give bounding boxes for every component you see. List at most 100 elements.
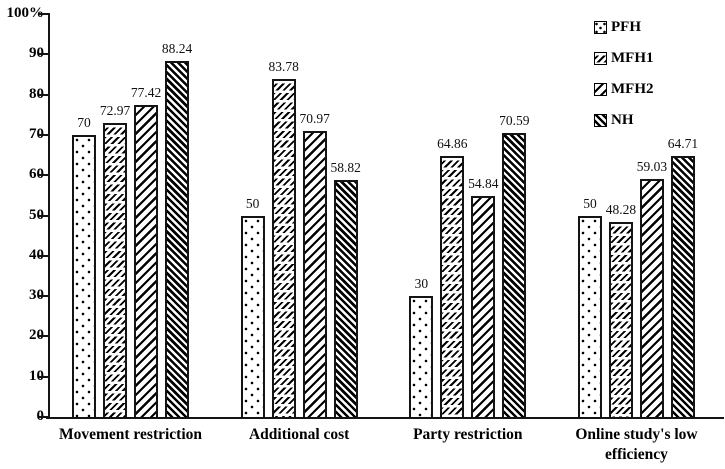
bar-nh-movement-restriction bbox=[165, 61, 189, 417]
bar-mfh1-movement-restriction bbox=[103, 122, 127, 417]
y-tick-mark bbox=[39, 416, 49, 418]
bar-value-label: 54.84 bbox=[468, 176, 499, 191]
y-tick-mark bbox=[39, 295, 49, 298]
bar-group-party-restriction: 30 64.86 54.84 70.59 bbox=[409, 14, 530, 417]
y-tick-label: 60 bbox=[29, 166, 44, 183]
legend-item-mfh2: MFH2 bbox=[594, 81, 654, 97]
legend-label: MFH2 bbox=[611, 81, 654, 97]
bar-value-label: 72.97 bbox=[99, 102, 131, 118]
category-label-party-restriction: Party restriction bbox=[383, 425, 553, 445]
x-axis-line bbox=[46, 417, 724, 419]
y-tick-mark bbox=[39, 174, 49, 177]
bar-nh-online-study-s-low-efficiency bbox=[670, 156, 695, 417]
x-label-cell: Additional cost bbox=[241, 425, 358, 465]
category-label-line: Online study's low bbox=[575, 426, 698, 443]
bar-cell: 64.86 bbox=[437, 14, 468, 417]
category-label-online-study-s-low-efficiency: Online study's low efficiency bbox=[556, 425, 716, 465]
x-label-cell: Party restriction bbox=[409, 425, 526, 465]
bar-cell: 58.82 bbox=[330, 14, 361, 417]
y-tick-mark bbox=[39, 93, 49, 96]
y-tick-mark bbox=[39, 133, 49, 136]
y-tick-label: 70 bbox=[29, 125, 44, 142]
bar-group-online-study-s-low-efficiency: 50 48.28 59.03 64.71 bbox=[577, 14, 699, 417]
y-tick-label: 40 bbox=[29, 246, 44, 263]
legend-label: NH bbox=[611, 112, 634, 128]
bar-value-label: 88.24 bbox=[161, 41, 193, 57]
bar-value-label: 50 bbox=[583, 195, 597, 211]
bar-value-label: 48.28 bbox=[605, 202, 637, 218]
y-tick-label: 30 bbox=[29, 287, 44, 304]
bar-pfh-additional-cost bbox=[240, 215, 265, 417]
y-tick-label: 0 bbox=[0, 408, 45, 425]
y-tick-mark bbox=[39, 214, 49, 217]
legend-swatch-dotted-icon bbox=[594, 21, 607, 34]
x-axis-labels: Movement restriction Additional cost Party… bbox=[50, 425, 722, 465]
bar-value-label: 50 bbox=[245, 195, 260, 211]
y-tick-mark bbox=[39, 375, 49, 378]
bar-mfh1-online-study-s-low-efficiency bbox=[608, 222, 633, 417]
y-axis-line bbox=[48, 13, 50, 419]
category-label-line: efficiency bbox=[605, 446, 668, 464]
legend-swatch-diagonal-hatch-icon bbox=[594, 83, 607, 96]
bar-value-label: 59.03 bbox=[636, 159, 668, 175]
y-tick-label: 10 bbox=[29, 367, 44, 384]
legend-label: MFH1 bbox=[611, 50, 654, 66]
plot-area: 70 72.97 77.42 88.24 50 83.78 70.97 58.82 30 64.8… bbox=[50, 14, 722, 417]
bar-mfh1-party-restriction bbox=[440, 155, 465, 417]
y-tick-label: 100% bbox=[6, 5, 45, 21]
bar-cell: 83.78 bbox=[268, 14, 299, 417]
y-tick-label: 80 bbox=[29, 85, 44, 102]
y-tick-mark bbox=[39, 13, 49, 15]
legend-item-pfh: PFH bbox=[594, 19, 654, 35]
legend-swatch-short-dash-rows-icon bbox=[594, 52, 607, 65]
bar-mfh2-online-study-s-low-efficiency bbox=[639, 179, 664, 417]
x-label-cell: Online study's low efficiency bbox=[575, 425, 697, 465]
legend: PFH MFH1 MFH2 NH bbox=[594, 19, 654, 144]
bar-cell: 72.97 bbox=[99, 14, 131, 417]
legend-label: PFH bbox=[611, 19, 641, 35]
y-tick-mark bbox=[39, 53, 49, 56]
bar-cell: 70 bbox=[72, 14, 96, 417]
bar-value-label: 30 bbox=[414, 276, 429, 292]
bar-nh-party-restriction bbox=[502, 132, 527, 417]
bar-value-label: 77.42 bbox=[130, 85, 162, 100]
y-tick-label: 50 bbox=[29, 206, 44, 223]
bar-cell: 77.42 bbox=[130, 14, 162, 417]
legend-item-nh: NH bbox=[594, 112, 654, 128]
category-label-line: Movement restriction bbox=[58, 426, 203, 443]
bar-value-label: 70 bbox=[77, 114, 91, 130]
y-tick-mark bbox=[39, 254, 49, 257]
bar-cell: 54.84 bbox=[468, 14, 499, 417]
bar-pfh-movement-restriction bbox=[72, 134, 96, 417]
legend-swatch-dense-diagonal-hatch-icon bbox=[594, 114, 607, 127]
bar-value-label: 58.82 bbox=[330, 159, 361, 175]
x-label-cell: Movement restriction bbox=[59, 425, 202, 465]
bar-cell: 50 bbox=[240, 14, 265, 417]
bar-pfh-online-study-s-low-efficiency bbox=[577, 215, 602, 417]
category-label-line: Party restriction bbox=[413, 426, 523, 443]
bar-nh-additional-cost bbox=[333, 180, 358, 417]
legend-item-mfh1: MFH1 bbox=[594, 50, 654, 66]
bar-mfh1-additional-cost bbox=[271, 79, 296, 417]
bar-mfh2-party-restriction bbox=[471, 196, 496, 417]
bar-pfh-party-restriction bbox=[409, 296, 434, 417]
bar-mfh2-additional-cost bbox=[302, 131, 327, 417]
bar-cell: 70.59 bbox=[499, 14, 530, 417]
bar-value-label: 64.86 bbox=[437, 135, 468, 151]
bar-group-movement-restriction: 70 72.97 77.42 88.24 bbox=[72, 14, 193, 417]
bar-cell: 59.03 bbox=[636, 14, 668, 417]
category-label-movement-restriction: Movement restriction bbox=[46, 425, 216, 445]
bar-cell: 50 bbox=[577, 14, 602, 417]
bar-value-label: 70.59 bbox=[499, 112, 530, 128]
bar-group-additional-cost: 50 83.78 70.97 58.82 bbox=[240, 14, 361, 417]
bar-mfh2-movement-restriction bbox=[134, 105, 158, 417]
bar-cell: 88.24 bbox=[161, 14, 193, 417]
y-tick-label: 20 bbox=[29, 327, 44, 344]
bar-value-label: 64.71 bbox=[667, 136, 699, 152]
category-label-line: Additional cost bbox=[248, 426, 350, 443]
bar-cell: 64.71 bbox=[667, 14, 699, 417]
bar-value-label: 70.97 bbox=[299, 111, 330, 126]
bar-value-label: 83.78 bbox=[268, 59, 299, 75]
category-label-additional-cost: Additional cost bbox=[214, 425, 384, 445]
